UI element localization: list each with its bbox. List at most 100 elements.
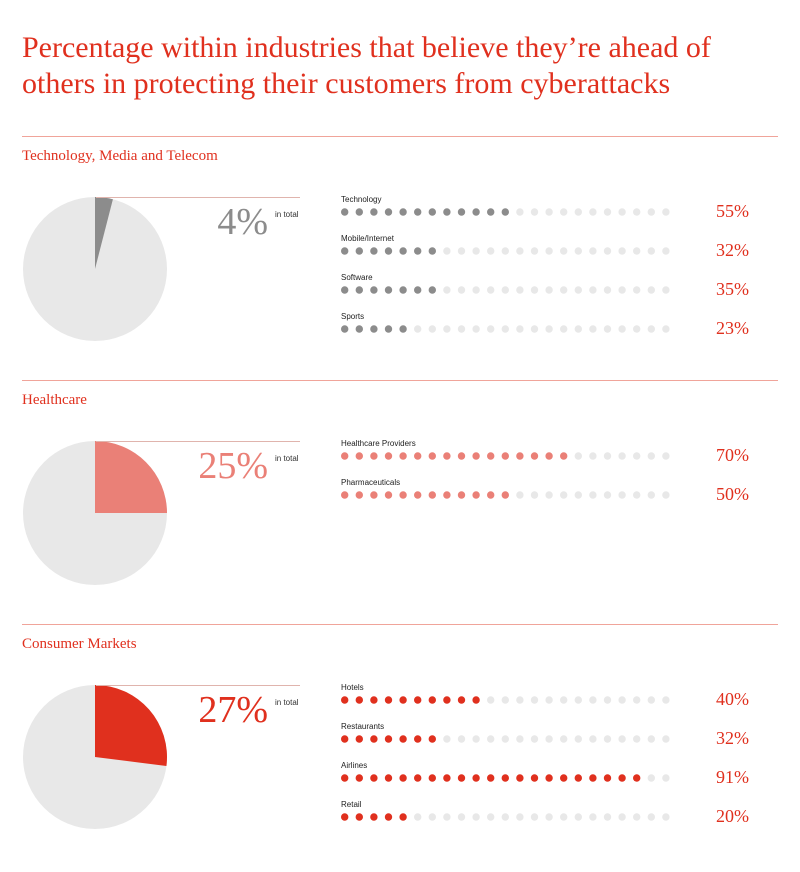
dot-bar-list: Technology 55% Mobile/Internet 32% Software 3… [340,195,760,351]
filled-dot [384,286,393,294]
filled-dot [414,208,422,216]
pie-chart [23,441,167,585]
filled-dot [399,491,407,499]
empty-dot [647,696,655,704]
bar-value-label: 23% [716,318,749,338]
dot-bar-row: Software 35% [340,273,760,312]
filled-dot [399,325,407,333]
empty-dot [662,286,670,294]
filled-dot [355,286,363,294]
filled-dot [457,774,466,782]
empty-dot [662,208,670,216]
empty-dot [618,696,626,704]
dot-bar-row: Pharmaceuticals 50% [340,478,760,517]
filled-dot [341,813,349,821]
filled-dot [370,813,378,821]
empty-dot [560,813,568,821]
empty-dot [603,452,612,460]
empty-dot [603,696,612,704]
empty-dot [545,325,553,333]
empty-dot [633,325,641,333]
empty-dot [574,452,582,460]
filled-dot [457,491,466,499]
section-divider [22,624,778,625]
filled-dot [370,696,378,704]
empty-dot [472,247,480,255]
filled-dot [457,452,466,460]
empty-dot [530,325,539,333]
empty-dot [647,774,655,782]
filled-dot [487,774,495,782]
empty-dot [516,325,524,333]
empty-dot [589,491,597,499]
filled-dot [501,208,509,216]
empty-dot [618,813,626,821]
empty-dot [662,735,670,743]
in-total-label: in total [275,210,299,219]
empty-dot [647,247,655,255]
filled-dot [355,247,363,255]
filled-dot [530,452,539,460]
empty-dot [501,247,509,255]
empty-dot [457,325,466,333]
empty-dot [662,813,670,821]
filled-dot [341,325,349,333]
filled-dot [399,774,407,782]
empty-dot [647,208,655,216]
empty-dot [633,452,641,460]
empty-dot [618,208,626,216]
dot-bar [341,325,670,333]
industry-section: Technology, Media and Telecom 4% in total T… [0,136,800,380]
empty-dot [647,813,655,821]
empty-dot [647,491,655,499]
empty-dot [574,286,582,294]
in-total-label: in total [275,698,299,707]
empty-dot [487,735,495,743]
empty-dot [662,247,670,255]
filled-dot [341,774,349,782]
bar-label: Technology [341,195,382,204]
empty-dot [487,247,495,255]
section-divider [22,380,778,381]
empty-dot [530,247,539,255]
total-percentage: 4% [217,201,268,243]
bar-value-label: 40% [716,689,749,709]
empty-dot [516,813,524,821]
bar-label: Retail [341,800,362,809]
filled-dot [384,774,393,782]
filled-dot [341,208,349,216]
empty-dot [501,286,509,294]
empty-dot [487,813,495,821]
empty-dot [633,286,641,294]
filled-dot [530,774,539,782]
empty-dot [662,452,670,460]
filled-dot [589,774,597,782]
bar-value-label: 91% [716,767,749,787]
pie-leader-line [96,685,300,686]
empty-dot [516,491,524,499]
filled-dot [472,696,480,704]
filled-dot [355,491,363,499]
dot-bar-list: Hotels 40% Restaurants 32% Airlines 91% Retail… [340,683,760,839]
empty-dot [457,735,466,743]
empty-dot [618,735,626,743]
filled-dot [428,208,436,216]
empty-dot [530,696,539,704]
section-divider [22,136,778,137]
empty-dot [662,774,670,782]
filled-dot [399,208,407,216]
filled-dot [341,452,349,460]
empty-dot [603,813,612,821]
bar-label: Pharmaceuticals [341,478,401,487]
empty-dot [647,735,655,743]
dot-bar-row: Hotels 40% [340,683,760,722]
filled-dot [384,247,393,255]
empty-dot [603,735,612,743]
empty-dot [560,491,568,499]
filled-dot [633,774,641,782]
filled-dot [472,774,480,782]
empty-dot [428,813,436,821]
filled-dot [370,247,378,255]
filled-dot [428,696,436,704]
filled-dot [370,325,378,333]
